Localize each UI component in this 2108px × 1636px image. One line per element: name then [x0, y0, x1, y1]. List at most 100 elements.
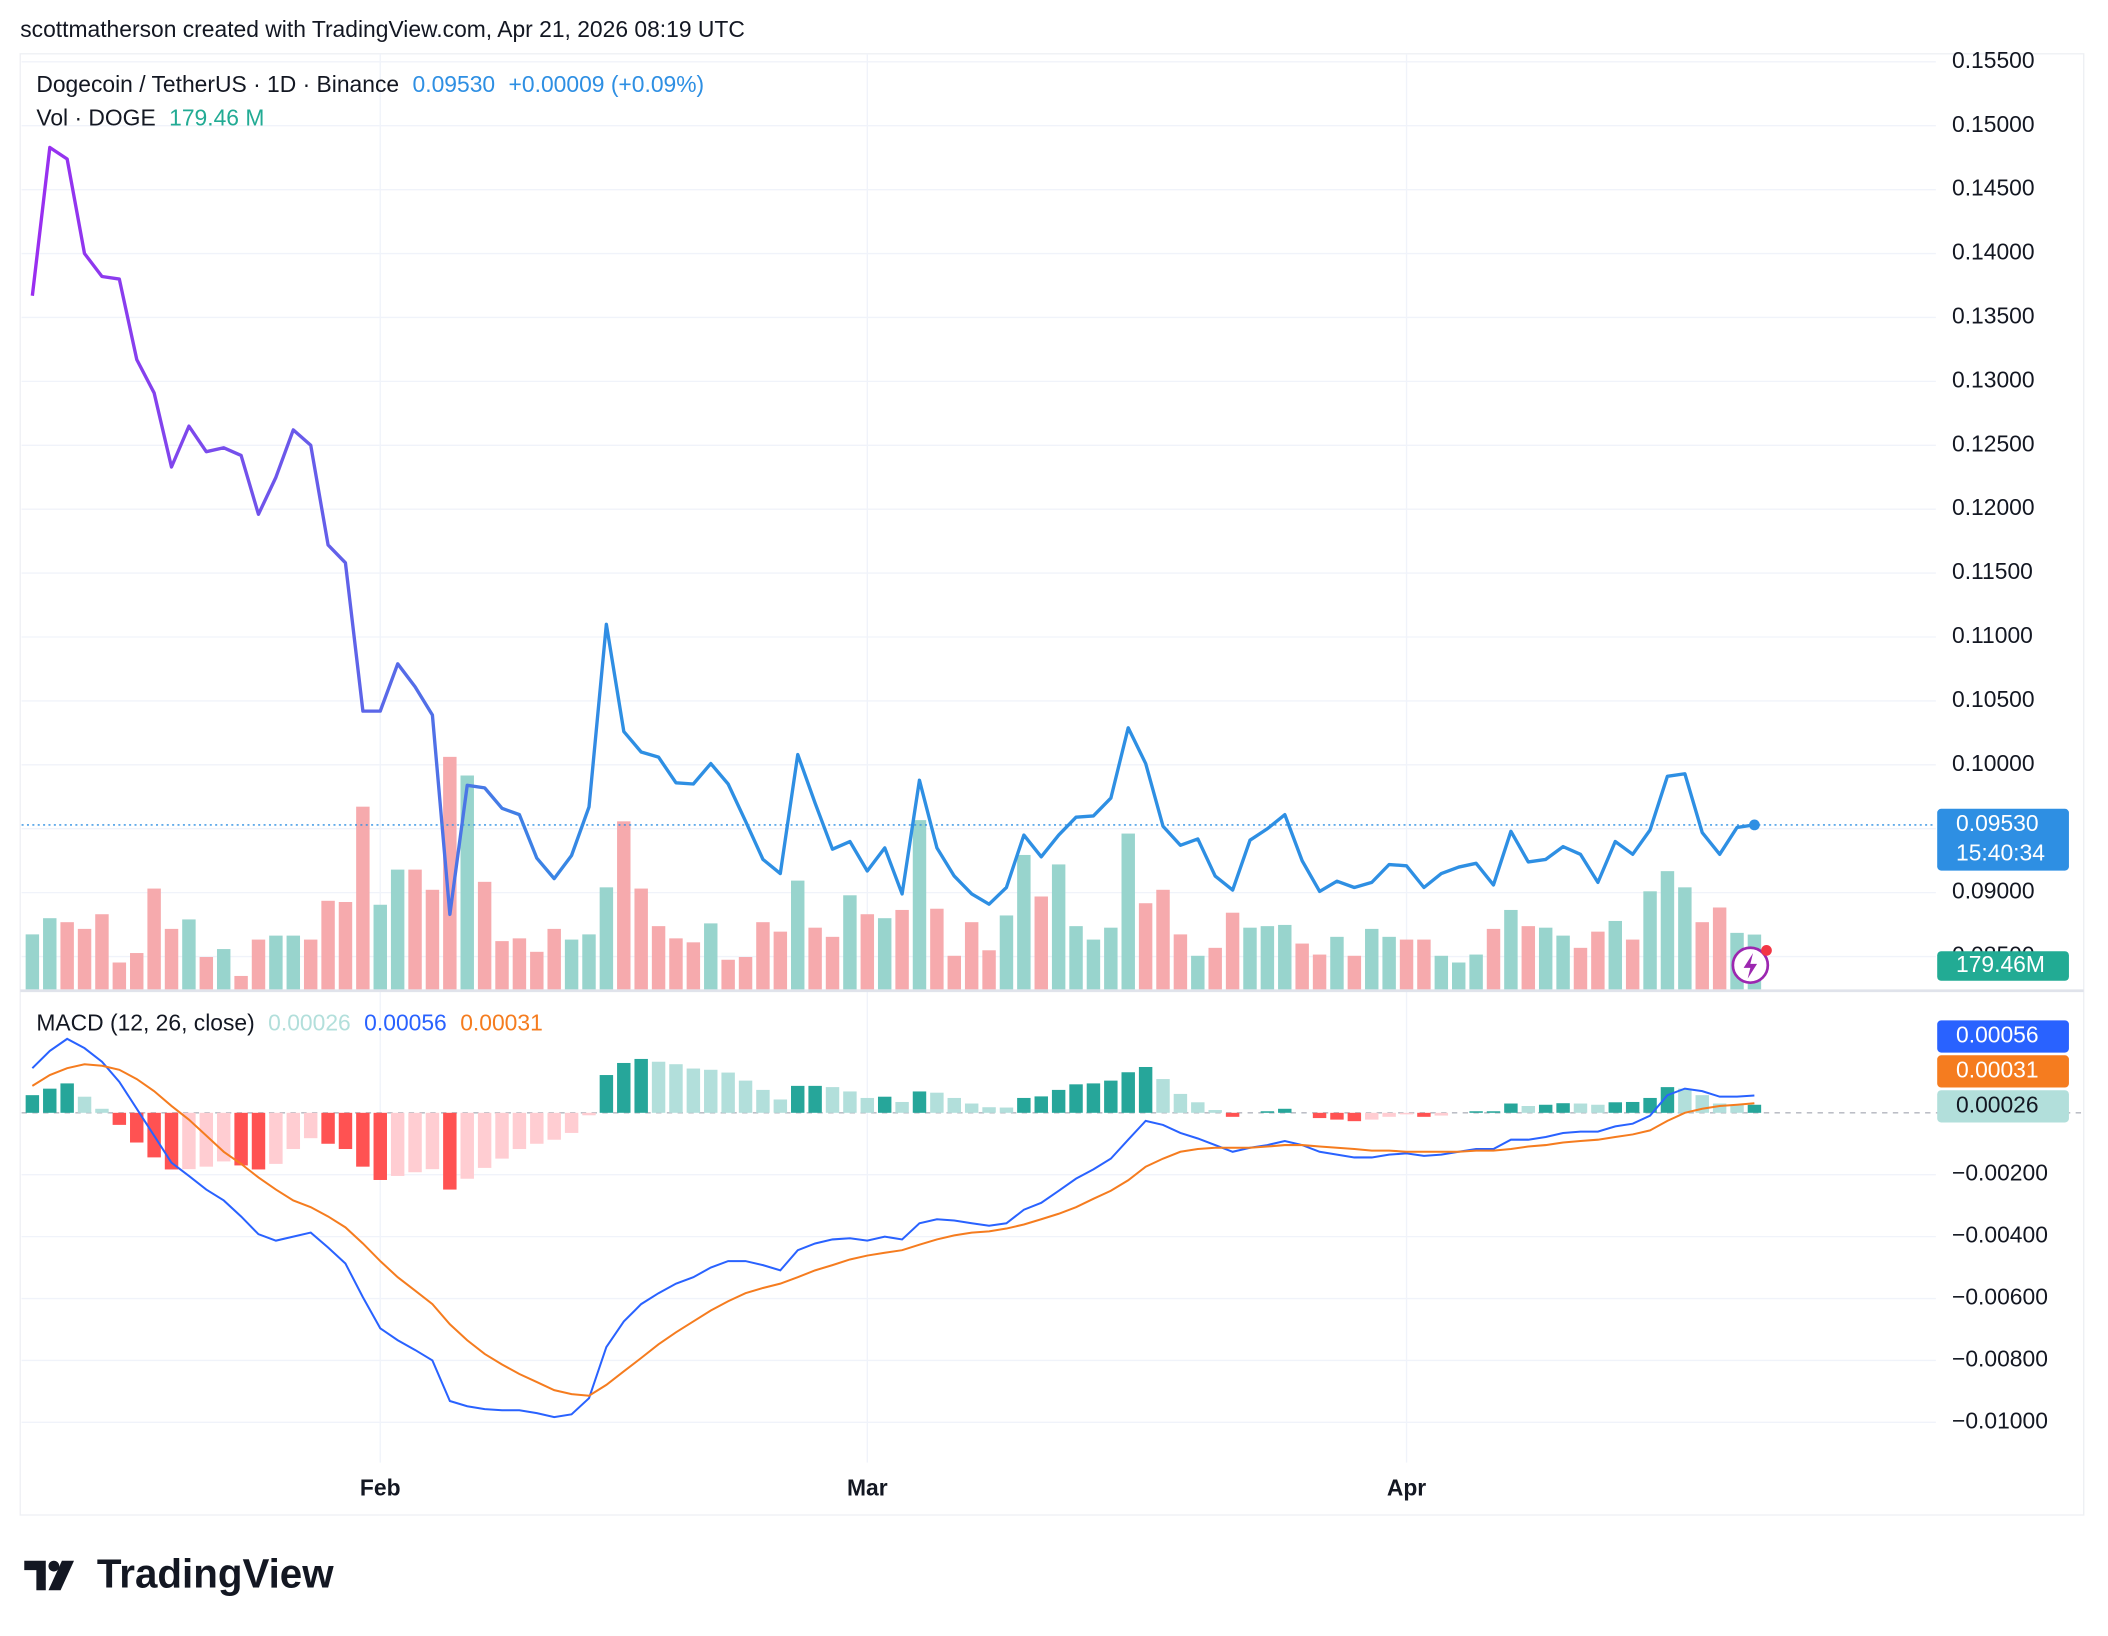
histogram-bar: [356, 1112, 370, 1167]
histogram-bar: [43, 1088, 57, 1113]
volume-bar: [1399, 939, 1414, 990]
histogram-bar: [234, 1112, 248, 1166]
price-change: +0.00009 (+0.09%): [509, 71, 705, 97]
histogram-bar: [1086, 1083, 1101, 1113]
volume-bar: [912, 820, 927, 990]
volume-bar: [321, 900, 335, 990]
brand-logo: TradingView: [24, 1551, 334, 1597]
volume-bar: [964, 922, 979, 990]
volume-bar: [686, 942, 701, 990]
histogram-bar: [530, 1112, 544, 1144]
y-tick-label: 0.15500: [1952, 47, 2035, 73]
histogram-bar: [564, 1112, 579, 1133]
y-tick-label: 0.14000: [1952, 239, 2035, 265]
histogram-bar: [1312, 1112, 1327, 1119]
volume-bar: [599, 887, 614, 990]
histogram-bar: [599, 1075, 614, 1113]
y-tick-label: −0.00600: [1952, 1284, 2048, 1310]
symbol-title: Dogecoin / TetherUS · 1D · Binance: [36, 71, 399, 97]
volume-bar: [1608, 920, 1622, 990]
plot: [21, 145, 1936, 1419]
histogram-bar: [999, 1107, 1014, 1113]
y-tick-label: 0.15000: [1952, 111, 2035, 137]
histogram-bar: [1191, 1102, 1205, 1113]
volume-bar: [1521, 926, 1536, 990]
volume-bar: [582, 934, 596, 990]
signal-tag-text: 0.00031: [1956, 1056, 2039, 1082]
volume-bar: [1278, 924, 1292, 990]
histogram-bar: [930, 1092, 944, 1113]
histogram-bar: [912, 1091, 927, 1113]
histogram-bar: [1104, 1080, 1118, 1113]
histogram-bar: [1034, 1096, 1048, 1113]
histogram-bar: [1625, 1101, 1640, 1113]
volume-bar: [634, 888, 648, 990]
volume-bar: [982, 950, 996, 990]
histogram-bar: [1138, 1066, 1153, 1113]
y-tick-label: 0.09000: [1952, 878, 2035, 904]
histogram-bar: [338, 1112, 353, 1150]
histogram-bar: [947, 1097, 962, 1113]
volume-bar: [251, 939, 266, 990]
volume-bar: [1417, 939, 1431, 990]
histogram-bar: [964, 1103, 979, 1113]
volume-bar: [1295, 943, 1309, 990]
histogram-bar: [791, 1085, 805, 1113]
volume-bar: [547, 928, 561, 990]
volume-bar: [147, 888, 161, 990]
signal-tag-bg: [1937, 1055, 2069, 1088]
histogram-bar: [408, 1112, 422, 1173]
histogram-bar: [1069, 1084, 1083, 1113]
histogram-bar: [773, 1099, 788, 1113]
chart-frame: [19, 53, 2085, 1516]
volume-tag-bg: [1937, 951, 2069, 981]
volume-tag-text: 179.46M: [1956, 951, 2045, 977]
histogram-bar: [25, 1095, 40, 1113]
volume-bar: [1678, 887, 1692, 990]
histogram-bar: [425, 1112, 440, 1170]
histogram-bar: [1608, 1102, 1622, 1113]
y-tick-label: 0.12000: [1952, 494, 2035, 520]
volume-bar: [1556, 935, 1570, 990]
histogram-bar: [1382, 1112, 1396, 1117]
histogram-bar: [825, 1087, 840, 1113]
histogram-bar: [60, 1083, 74, 1113]
volume-bar: [1347, 955, 1362, 990]
histogram-tag-text: 0.00026: [1956, 1091, 2039, 1117]
volume-bar: [1208, 947, 1222, 990]
signal-value: 0.00031: [460, 1009, 543, 1035]
histogram-bar: [547, 1112, 561, 1140]
histogram-bar: [1417, 1112, 1431, 1117]
histogram-bar: [1017, 1097, 1031, 1113]
countdown: 15:40:34: [1956, 840, 2045, 866]
volume-bar: [1625, 939, 1640, 990]
price-tag: 0.09530 15:40:34: [1937, 808, 2069, 871]
histogram-bar: [1365, 1112, 1379, 1120]
y-tick-label: −0.00400: [1952, 1222, 2048, 1248]
volume-bar: [95, 914, 109, 990]
histogram-bar: [390, 1112, 405, 1176]
histogram-bar: [269, 1112, 283, 1164]
histogram-bar: [251, 1112, 266, 1170]
y-tick-label: 0.11000: [1952, 622, 2033, 648]
volume-bar: [773, 931, 788, 990]
legend-macd: MACD (12, 26, close) 0.00026 0.00056 0.0003…: [36, 1009, 542, 1035]
volume-bar: [1156, 889, 1170, 990]
y-tick-label: 0.13000: [1952, 366, 2035, 392]
histogram-bar: [686, 1068, 701, 1113]
histogram-bar: [460, 1112, 474, 1179]
volume-bar: [269, 935, 283, 990]
volume-bar: [651, 926, 666, 990]
histogram-bar: [617, 1062, 631, 1113]
histogram-bar: [651, 1061, 666, 1113]
volume-bar: [60, 922, 74, 990]
histogram-bar: [582, 1112, 596, 1116]
macd-tag-bg: [1937, 1020, 2069, 1053]
volume-bar: [338, 902, 353, 990]
volume-bar: [860, 914, 875, 990]
volume-bar: [1504, 909, 1518, 990]
volume-bar: [182, 919, 196, 990]
histogram-bar: [1486, 1111, 1501, 1113]
volume-bar: [1191, 955, 1205, 990]
